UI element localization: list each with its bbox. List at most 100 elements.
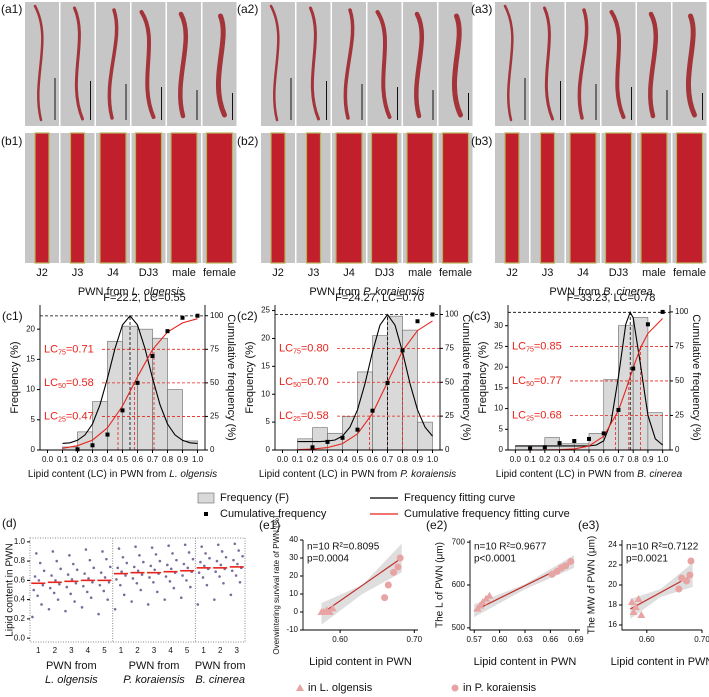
nematode-closeup [640,132,668,264]
data-point [183,543,187,547]
nematode [343,8,355,120]
data-point [205,583,209,587]
cumulative-point [400,348,405,353]
data-point [115,578,118,581]
data-point [200,545,204,548]
x-tick-label: 0.66 [543,635,559,644]
stage-label: J4 [343,267,355,279]
x-tick-label: 0.5 [352,455,364,464]
data-point [56,598,60,601]
legend-label: Cumulative frequency [220,508,327,520]
y-tick-label: 0.0 [14,633,26,642]
cumulative-point [587,436,591,441]
y-axis-title: Frequency (%) [477,341,489,413]
nematode-closeup [569,132,597,264]
y-tick-label: 24 [608,540,617,549]
data-point [634,595,643,602]
nematode [451,13,463,118]
y-axis-title: The L of PWN (μm) [435,542,446,628]
y2-tick-label: 0 [210,445,215,454]
nematode-closeup [370,132,399,264]
nematode [139,10,156,119]
panel-label: (c1) [2,309,23,323]
histogram-bar [544,437,560,451]
data-point [117,547,121,550]
nematode [685,13,697,118]
lc-label-level: 50 [293,382,301,389]
cumulative-point [90,443,95,448]
nematode [648,11,659,119]
x-tick-label: 0.60 [492,635,508,644]
data-point [82,584,85,588]
data-point [52,591,56,595]
x-tick-label: 0.57 [466,635,482,644]
y-tick-label: 16 [608,620,617,629]
nematode-closeup [305,132,322,264]
x-tick-label: 1 [36,646,41,655]
stage-label: J3 [542,267,554,279]
histogram-bar [297,438,313,451]
data-point [381,594,389,602]
data-point [241,554,244,558]
lc-label-value: =0.58 [301,410,329,422]
x-tick-label: 1 [119,646,124,655]
cumulative-point [645,322,650,327]
micrograph [25,2,59,126]
y2-tick-label: 25 [445,411,454,420]
data-point [51,550,55,553]
y-tick-label: 1.0 [14,537,26,546]
y2-tick-label: 100 [210,311,224,320]
x-tick-label: 0.60 [332,635,348,644]
data-point [237,549,240,552]
lc-label: LC25=0.47 [44,410,94,423]
y2-tick-label: 100 [445,310,459,319]
data-point [220,550,224,553]
data-point [234,574,238,577]
data-point [390,568,398,576]
data-point [31,615,34,619]
y-tick-label: 5 [499,424,504,433]
data-point [71,562,75,566]
x-tick-label: 0.9 [642,455,654,464]
data-point [124,574,127,577]
cumulative-point [310,445,315,450]
data-point [125,561,129,565]
nematode [178,11,189,119]
x-axis-title-part: B. cinerea [637,469,682,480]
lc-label-level: 25 [526,415,534,422]
data-point [99,571,103,574]
y-tick-label: 10 [289,589,298,598]
annotation: p<0.0001 [474,554,516,565]
data-point [33,575,37,578]
data-point [113,607,117,611]
y2-tick-label: 50 [445,377,454,386]
cumulative-point [75,447,80,452]
legend-label: Cumulative frequency fitting curve [404,508,570,520]
nematode-closeup [205,132,234,264]
panel-label: (c3) [470,309,491,323]
y-axis-title: Frequency (%) [244,341,256,413]
nematode-closeup [539,132,556,264]
x-tick-label: 0.5 [583,455,595,464]
y-tick-label: 25 [261,306,270,315]
x-tick-label: 0.8 [162,455,174,464]
y-axis-title: Frequency (%) [9,341,21,413]
nematode [269,4,280,122]
cumulative-point [340,435,345,440]
lc-label-part: LC [279,342,293,354]
data-point [102,589,106,593]
annotation: p=0.0004 [307,554,349,565]
frequency-fit-curve [62,315,198,444]
stage-label: J2 [506,267,518,279]
group-species: P. koraiensis [123,674,185,686]
y-axis-title: Overwintering survival rate of PWN (%) [272,515,281,654]
cumulative-point [385,380,390,385]
x-tick-label: 0.0 [277,455,289,464]
data-point [683,577,691,585]
data-point [40,603,43,606]
y-tick-label: 0.2 [14,614,26,623]
y2-tick-label: 25 [210,412,219,421]
x-tick-label: 0.6 [598,455,610,464]
x-tick-label: 0.70 [407,635,423,644]
